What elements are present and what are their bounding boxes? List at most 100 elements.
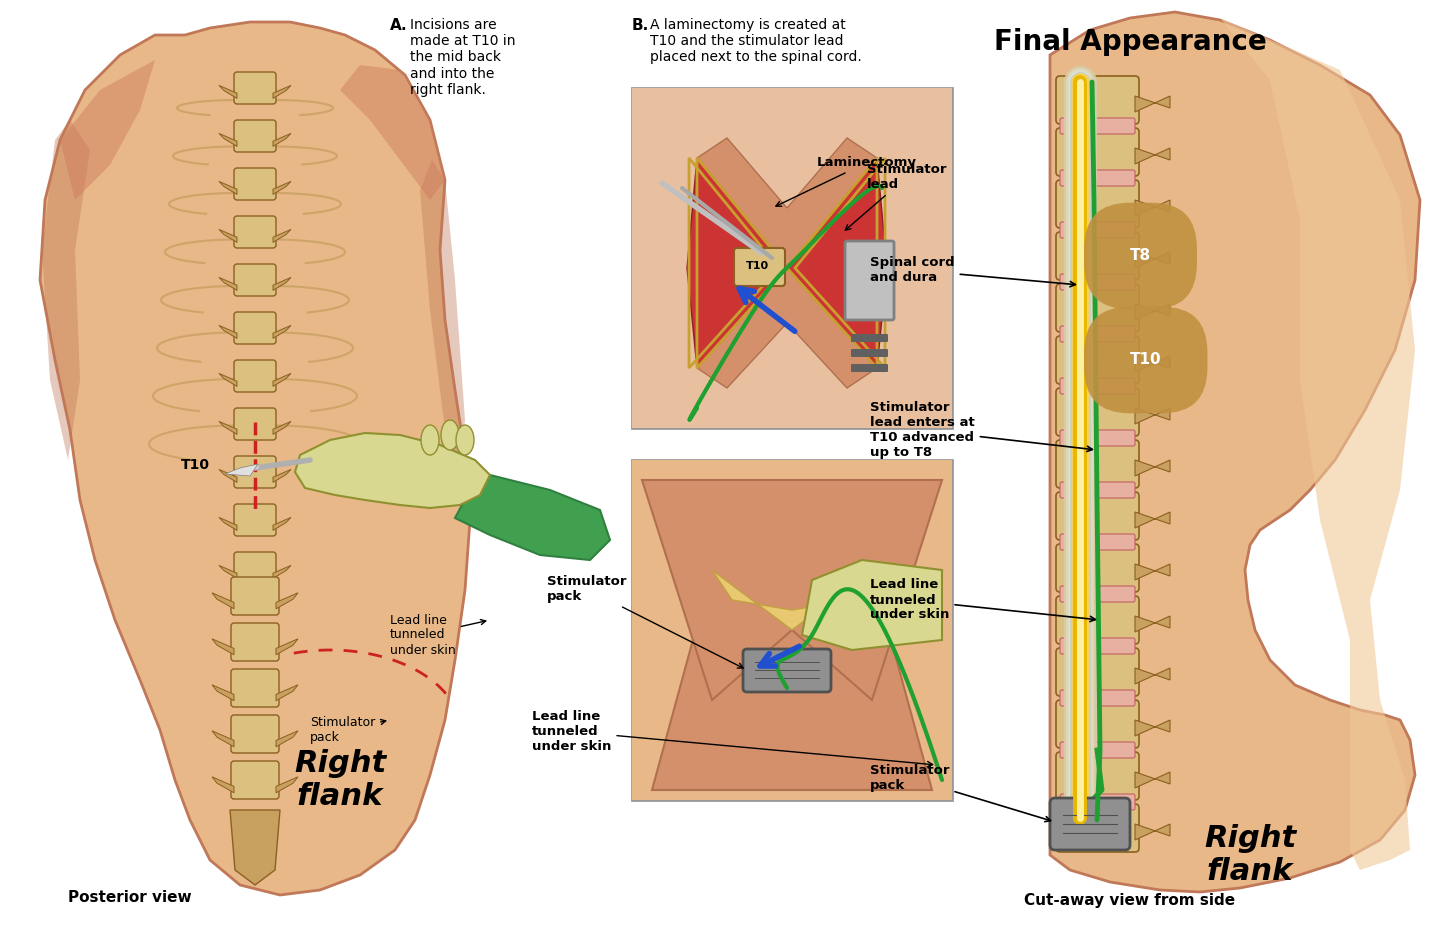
FancyBboxPatch shape xyxy=(1060,690,1135,706)
Polygon shape xyxy=(273,518,290,531)
Polygon shape xyxy=(697,268,877,388)
Polygon shape xyxy=(1135,668,1171,684)
Polygon shape xyxy=(787,158,887,368)
FancyBboxPatch shape xyxy=(235,168,276,200)
FancyBboxPatch shape xyxy=(1060,586,1135,602)
Polygon shape xyxy=(273,325,290,338)
Polygon shape xyxy=(1135,512,1171,528)
Polygon shape xyxy=(273,469,290,482)
FancyBboxPatch shape xyxy=(1056,128,1139,176)
Polygon shape xyxy=(276,685,298,701)
Polygon shape xyxy=(276,731,298,746)
Ellipse shape xyxy=(456,425,474,455)
Ellipse shape xyxy=(441,420,459,450)
Text: Right
flank: Right flank xyxy=(293,749,386,811)
FancyBboxPatch shape xyxy=(1060,742,1135,758)
Polygon shape xyxy=(276,639,298,655)
FancyBboxPatch shape xyxy=(851,364,889,372)
FancyBboxPatch shape xyxy=(235,504,276,536)
Polygon shape xyxy=(276,777,298,793)
Polygon shape xyxy=(212,639,235,655)
Polygon shape xyxy=(273,181,290,194)
FancyBboxPatch shape xyxy=(235,312,276,344)
FancyBboxPatch shape xyxy=(851,349,889,357)
Polygon shape xyxy=(1135,356,1171,372)
Polygon shape xyxy=(1135,304,1171,320)
Polygon shape xyxy=(341,65,445,200)
Text: Stimulator
pack: Stimulator pack xyxy=(547,575,743,668)
FancyBboxPatch shape xyxy=(1056,804,1139,852)
Polygon shape xyxy=(219,230,238,243)
Polygon shape xyxy=(219,181,238,194)
Polygon shape xyxy=(1135,772,1171,788)
Polygon shape xyxy=(273,373,290,386)
FancyBboxPatch shape xyxy=(235,552,276,584)
FancyBboxPatch shape xyxy=(1056,180,1139,228)
FancyBboxPatch shape xyxy=(1056,544,1139,592)
Text: Stimulator
lead: Stimulator lead xyxy=(846,163,946,231)
Text: Lead line
tunneled
under skin: Lead line tunneled under skin xyxy=(391,614,485,657)
Polygon shape xyxy=(276,593,298,608)
Polygon shape xyxy=(653,570,932,790)
FancyBboxPatch shape xyxy=(1060,118,1135,134)
FancyBboxPatch shape xyxy=(235,120,276,152)
Text: T10: T10 xyxy=(746,261,768,271)
FancyBboxPatch shape xyxy=(1060,430,1135,446)
Polygon shape xyxy=(455,475,610,560)
Polygon shape xyxy=(219,278,238,291)
Text: Stimulator
pack: Stimulator pack xyxy=(311,716,386,744)
Text: Incisions are
made at T10 in
the mid back
and into the
right flank.: Incisions are made at T10 in the mid bac… xyxy=(411,18,515,97)
Polygon shape xyxy=(1135,616,1171,632)
Polygon shape xyxy=(212,731,235,746)
Polygon shape xyxy=(1135,252,1171,268)
FancyBboxPatch shape xyxy=(633,460,952,800)
Polygon shape xyxy=(230,810,280,885)
Polygon shape xyxy=(421,160,465,500)
FancyBboxPatch shape xyxy=(1056,336,1139,384)
Polygon shape xyxy=(273,85,290,98)
Polygon shape xyxy=(219,373,238,386)
Polygon shape xyxy=(295,433,489,508)
FancyBboxPatch shape xyxy=(1060,170,1135,186)
Text: Laminectomy: Laminectomy xyxy=(776,156,917,206)
Text: Lead line
tunneled
under skin: Lead line tunneled under skin xyxy=(870,579,1095,621)
Polygon shape xyxy=(225,464,258,476)
Text: Stimulator
pack: Stimulator pack xyxy=(870,764,1050,821)
FancyBboxPatch shape xyxy=(1050,798,1130,850)
FancyBboxPatch shape xyxy=(633,460,952,800)
Text: T10: T10 xyxy=(1130,353,1162,368)
FancyBboxPatch shape xyxy=(1060,378,1135,394)
Text: A.: A. xyxy=(391,18,408,33)
Polygon shape xyxy=(219,469,238,482)
FancyBboxPatch shape xyxy=(1056,232,1139,280)
Polygon shape xyxy=(219,85,238,98)
Text: The stimulator is imbedded
into the right flank and a lead
line tunneled under t: The stimulator is imbedded into the righ… xyxy=(650,380,857,426)
Text: B.: B. xyxy=(633,18,650,33)
Polygon shape xyxy=(273,421,290,434)
Polygon shape xyxy=(1135,200,1171,216)
FancyBboxPatch shape xyxy=(235,408,276,440)
Text: Lead line
tunneled
under skin: Lead line tunneled under skin xyxy=(532,710,933,767)
FancyBboxPatch shape xyxy=(1060,638,1135,654)
FancyBboxPatch shape xyxy=(230,623,279,661)
Polygon shape xyxy=(40,22,469,895)
Polygon shape xyxy=(1135,564,1171,580)
FancyBboxPatch shape xyxy=(1056,752,1139,800)
Polygon shape xyxy=(60,60,155,200)
FancyBboxPatch shape xyxy=(851,334,889,342)
FancyBboxPatch shape xyxy=(1056,492,1139,540)
Polygon shape xyxy=(713,570,871,630)
Polygon shape xyxy=(212,685,235,701)
FancyBboxPatch shape xyxy=(230,715,279,753)
FancyBboxPatch shape xyxy=(235,360,276,392)
Polygon shape xyxy=(1135,148,1171,164)
FancyBboxPatch shape xyxy=(844,241,894,320)
FancyBboxPatch shape xyxy=(633,88,952,428)
FancyBboxPatch shape xyxy=(1056,596,1139,644)
FancyBboxPatch shape xyxy=(235,264,276,296)
Polygon shape xyxy=(1135,460,1171,476)
Polygon shape xyxy=(273,566,290,579)
FancyBboxPatch shape xyxy=(235,216,276,248)
Ellipse shape xyxy=(421,425,439,455)
Polygon shape xyxy=(219,518,238,531)
